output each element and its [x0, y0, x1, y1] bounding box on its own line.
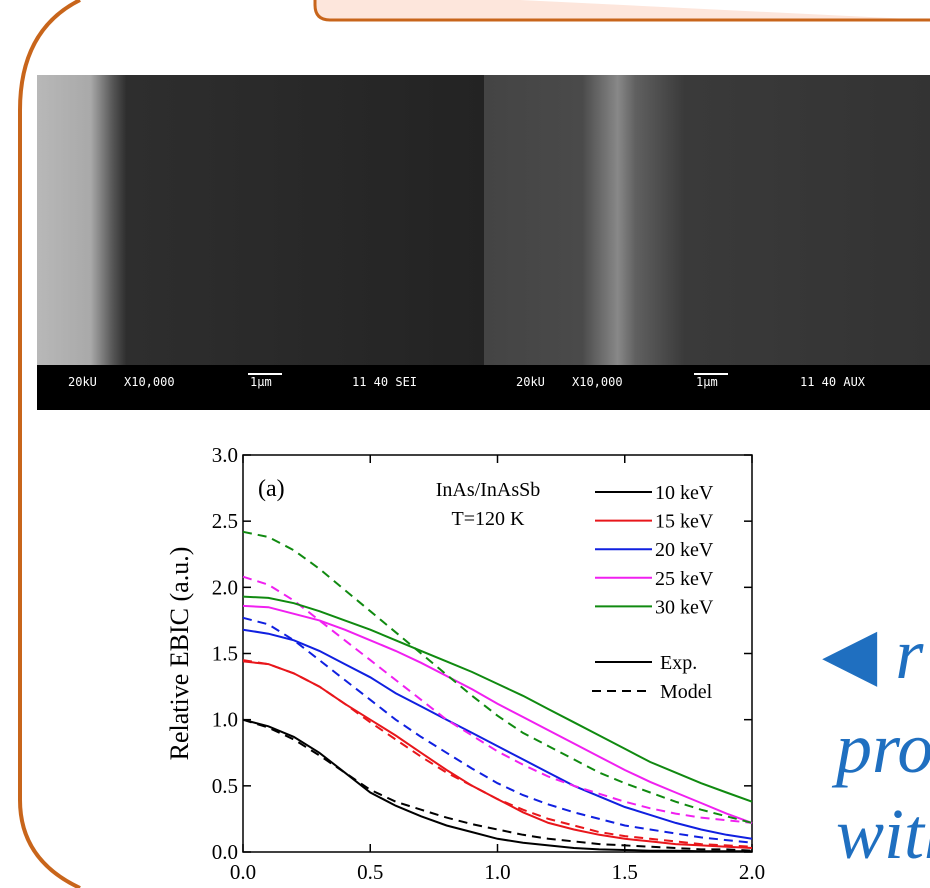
legend-style-label: Exp.: [660, 652, 697, 674]
sem-label: 11 40 SEI: [352, 375, 417, 389]
legend-style-label: Model: [660, 681, 713, 703]
model-line: [242, 718, 753, 852]
y-axis-label: Relative EBIC (a.u.): [165, 547, 194, 761]
exp-line: [242, 718, 752, 853]
legend-label: 20 keV: [655, 539, 714, 561]
sem-label: 11 40 AUX: [800, 375, 866, 389]
annotation: T=120 K: [452, 508, 525, 530]
side-text-line: with: [836, 794, 930, 874]
exp-line: [242, 595, 753, 803]
header-box: [313, 0, 930, 22]
x-tick-label: 2.0: [739, 860, 765, 884]
sem-label: 20kU: [516, 375, 545, 389]
y-tick-label: 3.0: [212, 443, 238, 467]
exp-line: [242, 604, 753, 824]
sem-image: [484, 75, 930, 365]
y-tick-label: 0.5: [212, 774, 238, 798]
exp-line: [242, 628, 753, 840]
model-line: [242, 616, 753, 844]
side-text-line: prof: [831, 708, 930, 788]
sem-panel: 20kU X10,000 1μm 11 40 SEI 20kU X10,000 …: [37, 75, 930, 410]
sem-label: X10,000: [124, 375, 175, 389]
sem-info-bar: [37, 365, 930, 410]
x-tick-label: 1.5: [612, 860, 638, 884]
sem-label: X10,000: [572, 375, 623, 389]
side-text: ◀ r prof with: [822, 614, 930, 874]
x-tick-label: 1.0: [484, 860, 510, 884]
x-tick-label: 0.5: [357, 860, 383, 884]
legend-label: 15 keV: [655, 511, 714, 533]
chart: 0.0 0.5 1.0 1.5 2.0 2.5 3.0 0.0 0.5 1.0 1.5 2.0 Rela…: [165, 443, 765, 884]
legend-label: 30 keV: [655, 596, 714, 618]
x-tick-label: 0.0: [230, 860, 256, 884]
exp-line: [242, 660, 753, 849]
model-line: [242, 530, 753, 824]
sem-label: 1μm: [250, 375, 272, 389]
sem-label: 1μm: [696, 375, 718, 389]
side-text-line: ◀ r: [822, 614, 924, 694]
panel-border: [18, 0, 81, 888]
sem-image: [37, 75, 484, 365]
legend-label: 10 keV: [655, 482, 714, 504]
annotation: InAs/InAsSb: [436, 479, 540, 501]
y-tick-label: 1.5: [212, 642, 238, 666]
y-tick-label: 0.0: [212, 840, 238, 864]
legend-label: 25 keV: [655, 568, 714, 590]
sem-label: 20kU: [68, 375, 97, 389]
y-tick-label: 2.0: [212, 575, 238, 599]
annotation: (a): [258, 476, 285, 502]
y-tick-label: 2.5: [212, 509, 238, 533]
y-tick-label: 1.0: [212, 708, 238, 732]
